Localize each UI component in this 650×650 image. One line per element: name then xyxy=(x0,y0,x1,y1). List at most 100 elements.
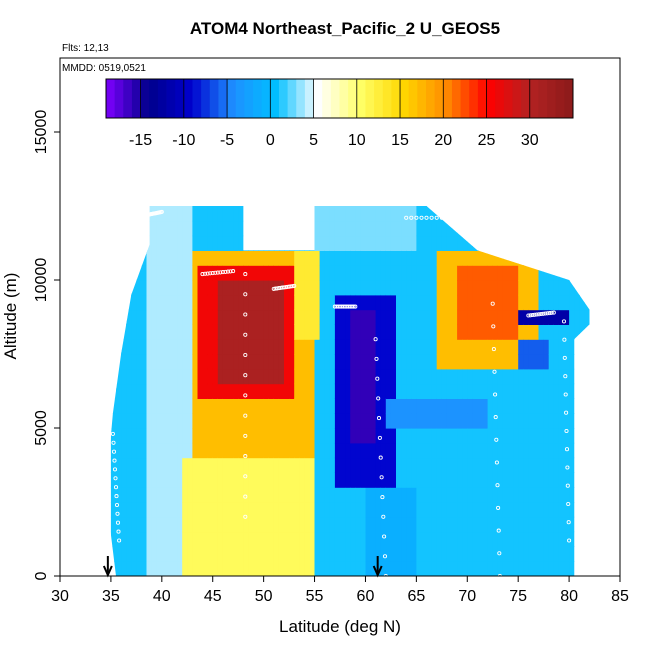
heatmap-cell xyxy=(502,383,509,399)
heatmap-cell xyxy=(482,428,489,444)
heatmap-cell xyxy=(121,502,127,518)
heatmap-cell xyxy=(523,428,529,444)
colorbar-cell xyxy=(322,79,332,118)
heatmap-cell xyxy=(543,265,550,281)
heatmap-cell xyxy=(385,398,392,414)
heatmap-cell xyxy=(467,442,473,459)
heatmap-cell xyxy=(284,457,290,473)
heatmap-cell xyxy=(355,206,361,222)
heatmap-cell xyxy=(584,516,590,533)
heatmap-cell xyxy=(309,413,316,429)
heatmap-cell xyxy=(233,428,239,444)
heatmap-cell xyxy=(207,235,214,251)
heatmap-cell xyxy=(263,368,270,385)
heatmap-cell xyxy=(248,531,255,547)
colorbar-cell xyxy=(106,79,116,118)
heatmap-cell xyxy=(202,472,209,488)
heatmap-cell xyxy=(411,531,417,547)
heatmap-cell xyxy=(273,309,280,325)
heatmap-cell xyxy=(131,398,137,414)
heatmap-cell xyxy=(538,442,545,459)
observation-point xyxy=(496,528,501,533)
x-tick-label: 55 xyxy=(306,588,324,605)
heatmap-cell xyxy=(156,383,163,399)
observation-point xyxy=(225,269,231,274)
heatmap-cell xyxy=(273,472,280,488)
heatmap-cell xyxy=(187,354,193,370)
heatmap-cell xyxy=(452,280,458,296)
heatmap-cell xyxy=(416,502,423,518)
heatmap-cell xyxy=(462,442,468,459)
heatmap-cell xyxy=(487,250,494,266)
heatmap-cell xyxy=(197,309,204,325)
colorbar-cell xyxy=(374,79,384,118)
heatmap-cell xyxy=(579,472,585,488)
heatmap-cell xyxy=(309,206,316,222)
heatmap-cell xyxy=(258,472,265,488)
heatmap-cell xyxy=(146,487,153,503)
heatmap-cell xyxy=(172,487,178,503)
heatmap-cell xyxy=(477,280,484,296)
heatmap-cell xyxy=(116,265,122,281)
heatmap-cell xyxy=(197,354,204,370)
heatmap-cell xyxy=(238,516,244,533)
heatmap-cell xyxy=(243,324,249,340)
heatmap-cell xyxy=(136,324,143,340)
heatmap-cell xyxy=(151,398,158,414)
heatmap-cell xyxy=(574,280,580,296)
heatmap-cell xyxy=(497,339,504,355)
heatmap-cell xyxy=(278,250,285,266)
heatmap-cell xyxy=(538,368,545,385)
heatmap-cell xyxy=(187,280,193,296)
observation-point xyxy=(379,475,384,480)
heatmap-cell xyxy=(508,457,514,473)
heatmap-cell xyxy=(192,206,199,222)
heatmap-cell xyxy=(390,561,397,576)
heatmap-cell xyxy=(243,250,249,266)
heatmap-cell xyxy=(116,220,122,237)
heatmap-cell xyxy=(482,516,489,533)
heatmap-cell xyxy=(192,428,199,444)
heatmap-cell xyxy=(207,309,214,325)
heatmap-cell xyxy=(431,250,438,266)
heatmap-cell xyxy=(482,531,489,547)
heatmap-cell xyxy=(385,561,392,576)
heatmap-cell xyxy=(217,324,224,340)
heatmap-cell xyxy=(452,442,458,459)
heatmap-cell xyxy=(253,383,260,399)
heatmap-cell xyxy=(518,294,524,311)
heatmap-cell xyxy=(314,516,321,533)
heatmap-cell xyxy=(222,472,229,488)
heatmap-cell xyxy=(263,546,270,562)
heatmap-cell xyxy=(558,339,565,355)
heatmap-cell xyxy=(319,294,326,311)
heatmap-cell xyxy=(497,472,504,488)
heatmap-cell xyxy=(543,487,550,503)
heatmap-cell xyxy=(355,502,361,518)
heatmap-cell xyxy=(340,294,346,311)
heatmap-cell xyxy=(513,472,519,488)
heatmap-cell xyxy=(192,442,199,459)
heatmap-cell xyxy=(370,250,377,266)
heatmap-cell xyxy=(161,206,168,222)
heatmap-cell xyxy=(436,516,443,533)
heatmap-cell xyxy=(207,280,214,296)
heatmap-cell xyxy=(538,561,545,576)
heatmap-cell xyxy=(543,398,550,414)
heatmap-cell xyxy=(187,309,193,325)
heatmap-cell xyxy=(421,561,428,576)
heatmap-cell xyxy=(518,339,524,355)
heatmap-cell xyxy=(156,561,163,576)
heatmap-cell xyxy=(268,413,275,429)
heatmap-cell xyxy=(222,235,229,251)
heatmap-cell xyxy=(324,324,331,340)
heatmap-cell xyxy=(411,250,417,266)
heatmap-cell xyxy=(116,487,122,503)
heatmap-cell xyxy=(457,309,463,325)
heatmap-cell xyxy=(192,531,199,547)
heatmap-cell xyxy=(273,561,280,576)
heatmap-cell xyxy=(390,457,397,473)
heatmap-cell xyxy=(182,413,188,429)
colorbar-tick-label: 20 xyxy=(434,132,452,149)
heatmap-cell xyxy=(472,442,479,459)
